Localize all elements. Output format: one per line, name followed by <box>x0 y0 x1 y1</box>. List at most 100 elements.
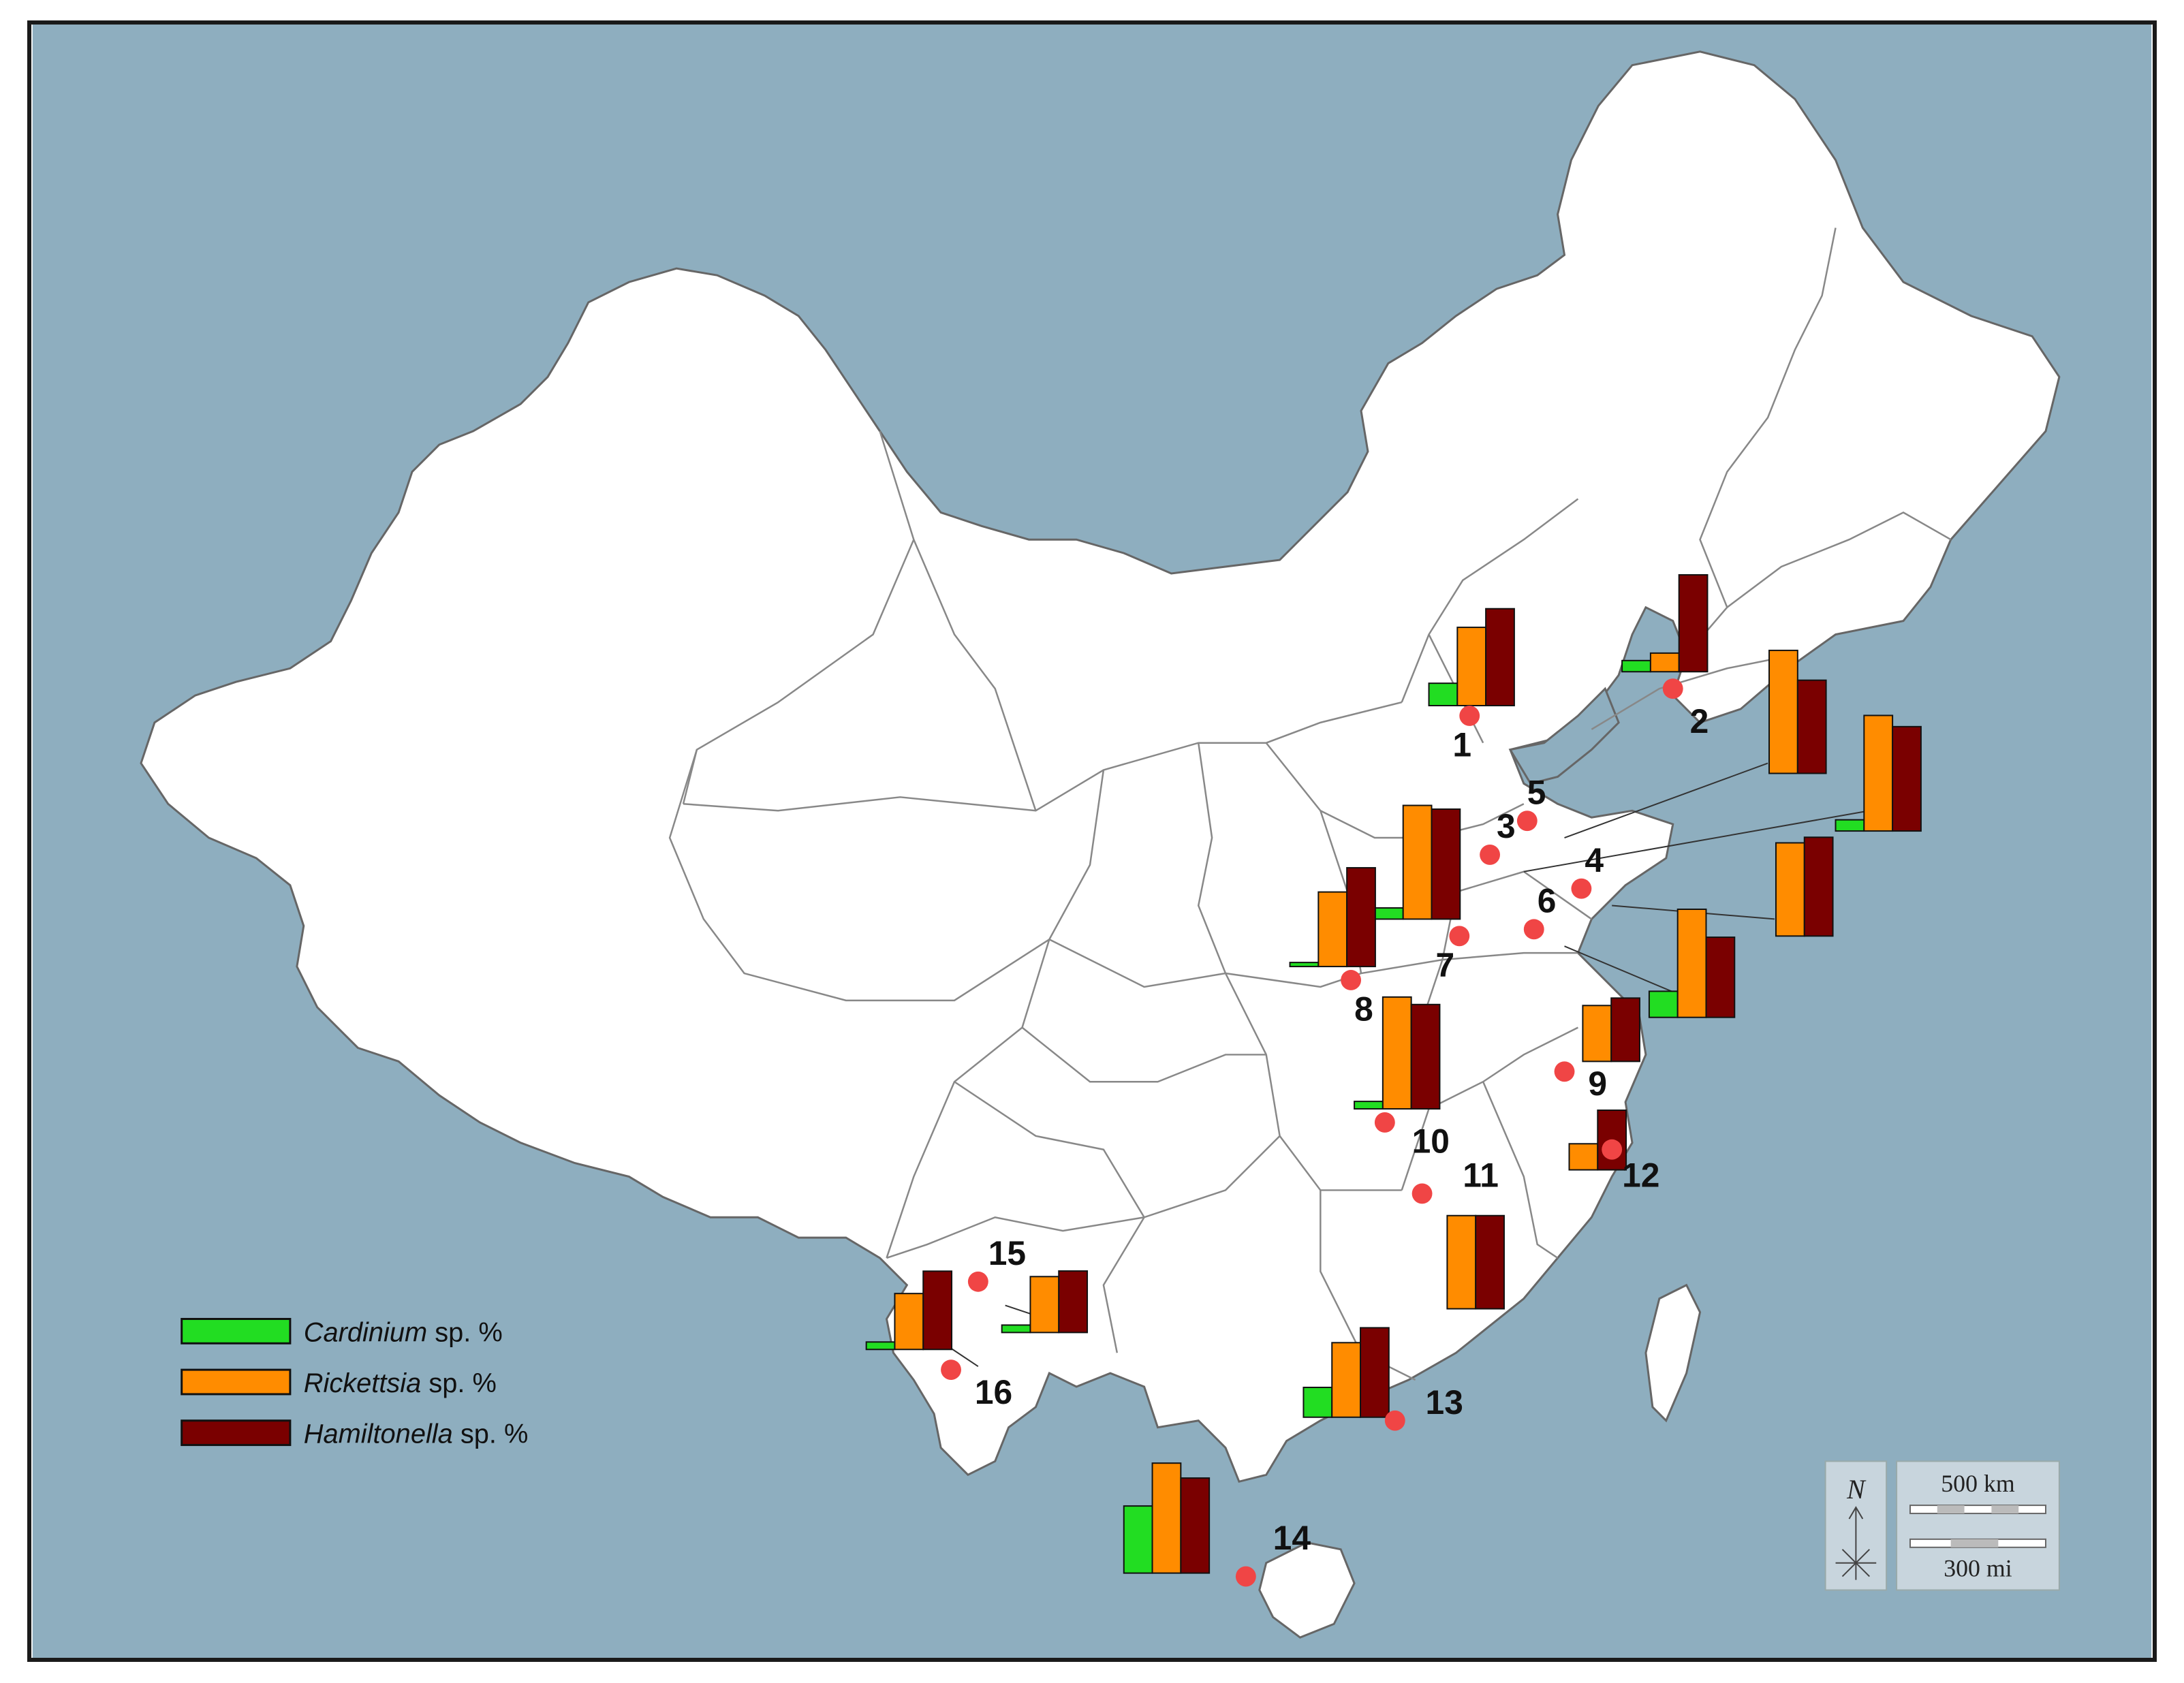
site-dot-3 <box>1480 844 1501 865</box>
bohai-sea <box>1508 687 1620 785</box>
site-label-1: 1 <box>1452 726 1471 764</box>
scale-km-bar-seg2 <box>1991 1505 2019 1514</box>
connector-site-16 <box>947 1345 979 1367</box>
map-frame: 1 2 3 4 5 6 7 8 9 10 11 12 13 14 15 16 Cardinium sp. % … <box>27 20 2157 1662</box>
bar-site-10-cardinium <box>1354 1101 1384 1110</box>
bar-site-14-cardinium <box>1123 1505 1153 1574</box>
bar-chart-site-14 <box>1123 1462 1211 1574</box>
site-label-10: 10 <box>1412 1122 1450 1161</box>
site-dot-1 <box>1459 705 1480 726</box>
scale-bar-box <box>1896 1460 2060 1591</box>
bar-site-10-hamiltonella <box>1410 1003 1441 1110</box>
bar-site-3-hamiltonella <box>1892 725 1922 832</box>
site-label-8: 8 <box>1354 990 1373 1028</box>
bar-site-14-rickettsia <box>1151 1462 1182 1574</box>
scale-bar: 500 km 300 mi <box>1896 1460 2060 1591</box>
bar-site-14-hamiltonella <box>1180 1477 1211 1574</box>
bar-chart-site-4 <box>1775 836 1834 937</box>
site-dot-8 <box>1341 970 1362 990</box>
legend-swatch-rickettsia <box>181 1368 292 1396</box>
bar-site-2-cardinium <box>1621 659 1651 673</box>
bar-chart-site-5 <box>1768 649 1827 774</box>
bar-site-8-cardinium <box>1289 962 1320 968</box>
north-arrow: N <box>1824 1460 1888 1591</box>
bar-chart-site-1 <box>1428 608 1515 706</box>
bar-chart-site-13 <box>1302 1327 1390 1418</box>
legend-swatch-hamiltonella <box>181 1419 292 1447</box>
bar-site-3-rickettsia <box>1863 714 1894 832</box>
site-label-12: 12 <box>1622 1156 1659 1194</box>
bar-site-13-cardinium <box>1302 1386 1333 1418</box>
bar-chart-site-6 <box>1648 909 1736 1018</box>
north-arrow-head <box>1848 1506 1864 1520</box>
site-dot-6 <box>1523 919 1544 940</box>
bar-site-4-hamiltonella <box>1803 836 1834 937</box>
legend-label-hamiltonella: Hamiltonella sp. % <box>304 1419 529 1449</box>
bar-site-15-rickettsia <box>1029 1276 1060 1334</box>
site-dot-16 <box>941 1359 961 1381</box>
site-dot-4 <box>1571 878 1592 899</box>
site-dot-15 <box>967 1271 988 1292</box>
bar-site-15-hamiltonella <box>1058 1270 1089 1334</box>
bar-chart-site-10 <box>1354 996 1441 1110</box>
bar-site-8-rickettsia <box>1317 891 1348 968</box>
site-dot-12 <box>1602 1139 1623 1160</box>
site-label-7: 7 <box>1435 946 1454 984</box>
site-dot-5 <box>1516 811 1538 832</box>
bar-site-5-rickettsia <box>1768 649 1798 774</box>
bar-chart-site-2 <box>1621 573 1709 673</box>
scale-km-bar <box>1909 1505 2046 1515</box>
bar-site-5-hamiltonella <box>1796 679 1827 774</box>
site-label-9: 9 <box>1588 1065 1607 1103</box>
site-dot-9 <box>1554 1061 1575 1082</box>
site-label-16: 16 <box>975 1373 1012 1411</box>
bar-site-10-rickettsia <box>1382 996 1412 1110</box>
site-dot-7 <box>1449 926 1470 947</box>
site-dot-13 <box>1384 1410 1405 1431</box>
site-bar-charts <box>865 573 1922 1574</box>
bar-chart-site-8 <box>1289 867 1376 968</box>
bar-site-16-cardinium <box>865 1341 896 1351</box>
bar-site-7-rickettsia <box>1402 804 1433 920</box>
bar-site-11-hamiltonella <box>1475 1214 1505 1310</box>
north-arrow-diag2 <box>1841 1549 1870 1577</box>
scale-mi-bar-seg <box>1950 1539 1999 1547</box>
site-label-14: 14 <box>1273 1519 1311 1557</box>
bar-site-15-cardinium <box>1001 1324 1031 1334</box>
connector-site-3 <box>1523 810 1870 872</box>
site-dot-10 <box>1374 1112 1395 1133</box>
legend-label-cardinium: Cardinium sp. % <box>304 1317 503 1347</box>
bar-site-16-hamiltonella <box>922 1270 953 1351</box>
bar-site-12-rickettsia <box>1568 1143 1599 1171</box>
site-dot-2 <box>1662 678 1683 699</box>
bar-site-3-cardinium <box>1835 819 1865 832</box>
bar-site-13-hamiltonella <box>1360 1327 1390 1418</box>
bar-site-1-hamiltonella <box>1485 608 1515 706</box>
bar-site-6-hamiltonella <box>1705 937 1736 1018</box>
taiwan-island <box>1644 1283 1702 1423</box>
site-label-3: 3 <box>1497 807 1516 845</box>
bar-site-8-hamiltonella <box>1346 867 1376 968</box>
bar-site-2-hamiltonella <box>1678 573 1709 673</box>
bar-site-7-cardinium <box>1373 907 1404 920</box>
bar-chart-site-15 <box>1001 1270 1089 1334</box>
bar-chart-site-7 <box>1373 804 1461 920</box>
site-label-11: 11 <box>1463 1156 1499 1194</box>
site-dot-11 <box>1411 1183 1433 1204</box>
bar-chart-site-9 <box>1582 997 1640 1063</box>
site-label-13: 13 <box>1426 1383 1463 1421</box>
bar-chart-site-11 <box>1446 1214 1505 1310</box>
site-dot-14 <box>1235 1566 1256 1587</box>
bar-site-6-rickettsia <box>1676 909 1707 1018</box>
site-label-4: 4 <box>1585 841 1604 879</box>
bar-site-9-rickettsia <box>1582 1005 1612 1063</box>
legend: Cardinium sp. % Rickettsia sp. % Hamilto… <box>181 1317 529 1449</box>
bar-site-7-hamiltonella <box>1431 808 1461 920</box>
site-label-5: 5 <box>1527 773 1546 811</box>
bar-site-11-rickettsia <box>1446 1214 1477 1310</box>
legend-label-rickettsia: Rickettsia sp. % <box>304 1368 497 1398</box>
site-label-6: 6 <box>1538 881 1557 919</box>
connector-site-5 <box>1564 762 1768 838</box>
